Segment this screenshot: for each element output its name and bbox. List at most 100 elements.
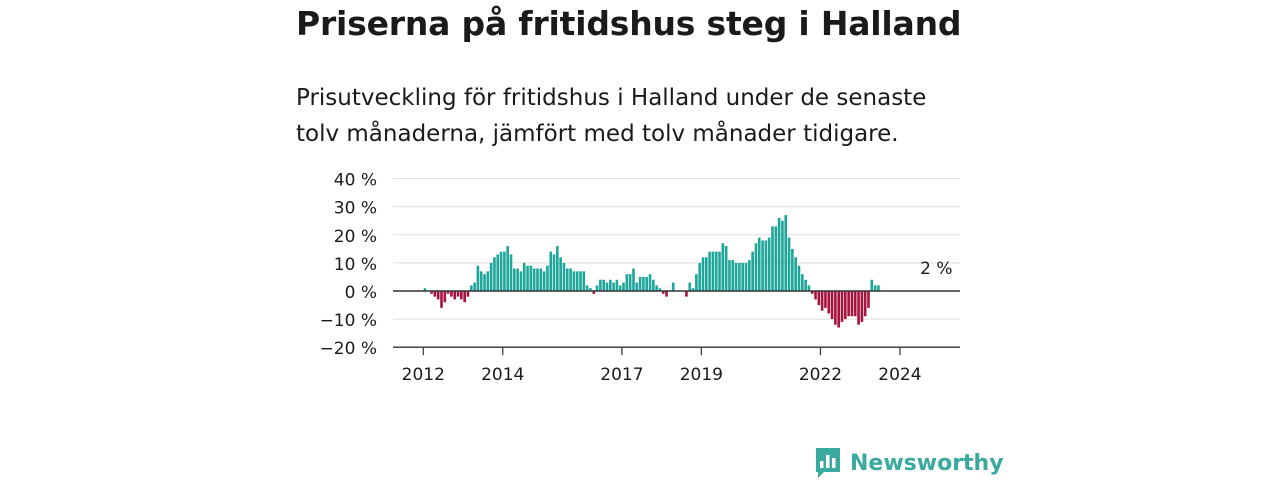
bar	[473, 282, 476, 291]
bar	[814, 291, 817, 300]
bar	[496, 254, 500, 291]
bar	[642, 276, 645, 291]
bar	[827, 291, 831, 314]
bar	[546, 265, 549, 291]
bar	[460, 291, 463, 300]
bar	[820, 291, 824, 311]
bar	[741, 262, 745, 291]
bar	[754, 243, 758, 291]
x-tick-label: 2014	[481, 365, 524, 385]
bar	[797, 265, 801, 291]
bar	[771, 226, 774, 291]
bar	[671, 282, 675, 291]
bar	[837, 291, 840, 328]
y-axis-labels: 40 % 30 % 20 % 10 % 0 % −10 % −20 %	[320, 171, 377, 360]
bar	[513, 268, 516, 291]
bar	[542, 271, 546, 291]
bar	[714, 251, 718, 291]
bar	[565, 268, 569, 291]
bar	[443, 291, 447, 303]
bar	[569, 268, 572, 291]
bar	[645, 276, 649, 291]
x-tick-label: 2022	[799, 365, 842, 385]
bar	[436, 291, 440, 300]
bar	[483, 274, 486, 291]
bar	[433, 291, 437, 297]
bar	[652, 279, 655, 291]
bar	[724, 246, 728, 291]
bar-chart-logo-icon	[816, 448, 840, 478]
bar	[466, 291, 470, 297]
x-tick-label: 2024	[878, 365, 921, 385]
y-tick-label: 10 %	[334, 255, 377, 275]
bar	[721, 243, 725, 291]
newsworthy-logo[interactable]: Newsworthy	[814, 446, 1004, 480]
bar	[609, 279, 612, 291]
bar	[572, 271, 576, 291]
x-axis-labels: 2012 2014 2017 2019 2022 2024	[402, 347, 922, 385]
bar	[423, 288, 427, 291]
bar	[489, 262, 493, 291]
x-tick-label: 2019	[680, 365, 723, 385]
bar	[638, 276, 642, 291]
bar	[867, 291, 870, 308]
x-tick-label: 2012	[402, 365, 445, 385]
x-tick-label: 2017	[600, 365, 643, 385]
bar	[863, 291, 867, 317]
chart-subtitle: Prisutveckling för fritidshus i Halland …	[296, 85, 927, 147]
bar	[734, 262, 738, 291]
bar	[728, 260, 731, 291]
value-annotation: 2 %	[920, 259, 952, 279]
bar	[844, 291, 847, 320]
bar	[612, 282, 615, 291]
bar	[469, 285, 473, 291]
bar	[853, 291, 857, 317]
bar	[738, 262, 741, 291]
bar	[701, 257, 705, 291]
bar	[479, 271, 483, 291]
bar	[691, 288, 695, 291]
bar	[807, 285, 811, 291]
bar	[622, 282, 625, 291]
bar	[731, 260, 735, 291]
bar	[704, 257, 708, 291]
brand-label: Newsworthy	[850, 450, 1004, 476]
bar	[632, 268, 635, 291]
bar	[873, 285, 877, 291]
bar	[456, 291, 460, 297]
bar	[463, 291, 466, 303]
bar	[625, 274, 629, 291]
axes	[393, 290, 960, 348]
bar	[685, 291, 688, 297]
bar	[499, 251, 503, 291]
bar	[522, 262, 526, 291]
bar	[506, 246, 509, 291]
bar	[791, 248, 794, 291]
bar	[777, 217, 781, 291]
bar	[605, 282, 609, 291]
bar	[589, 288, 592, 291]
bar	[850, 291, 854, 317]
bar	[847, 291, 850, 317]
bar	[539, 268, 543, 291]
bar	[711, 251, 715, 291]
bar	[655, 285, 658, 291]
bar	[618, 285, 622, 291]
bar	[493, 257, 496, 291]
bar	[810, 291, 814, 294]
bar	[615, 279, 619, 291]
bar	[599, 279, 602, 291]
bar	[526, 265, 529, 291]
bar	[870, 279, 874, 291]
bar	[446, 291, 450, 294]
bar	[817, 291, 821, 306]
bar	[784, 215, 788, 291]
bar	[688, 282, 692, 291]
bar	[860, 291, 864, 322]
bar	[579, 271, 582, 291]
bar	[658, 288, 662, 291]
annotations: 2 %	[920, 259, 952, 279]
y-tick-label: 20 %	[334, 227, 377, 247]
bar	[592, 291, 596, 294]
bar	[661, 291, 665, 294]
